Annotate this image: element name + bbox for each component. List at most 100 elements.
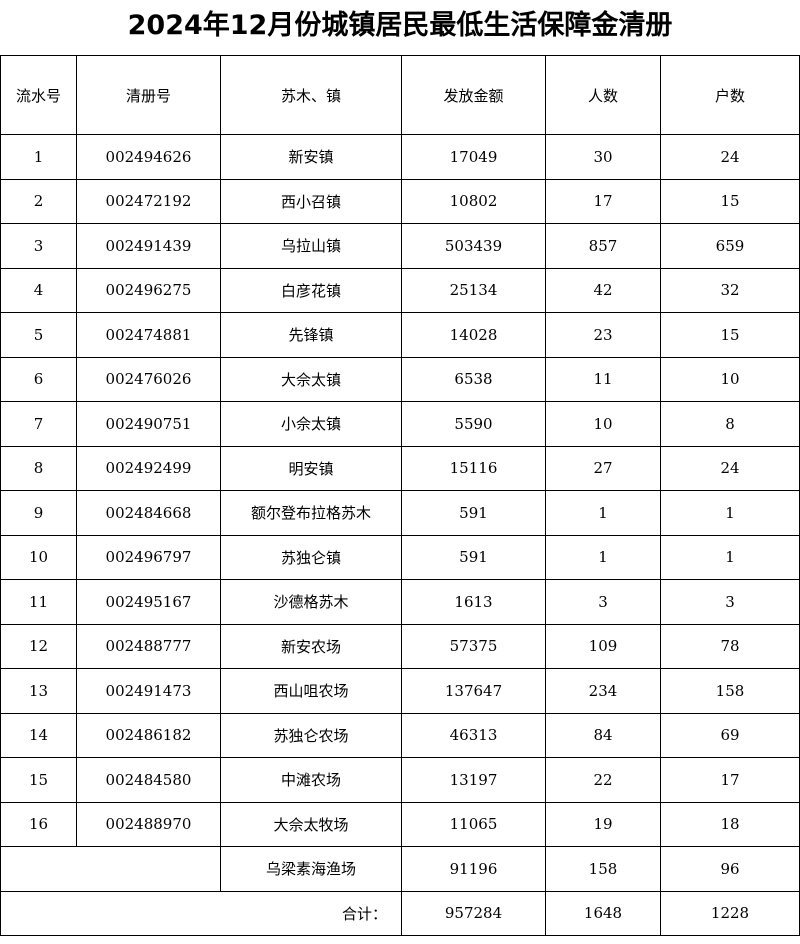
table-row: 11 002495167 沙德格苏木 1613 3 3 xyxy=(0,579,800,625)
total-households: 1228 xyxy=(660,890,800,936)
town-cell: 苏独仑镇 xyxy=(220,534,402,580)
table-row: 3 002491439 乌拉山镇 503439 857 659 xyxy=(0,223,800,269)
table-row: 5 002474881 先锋镇 14028 23 15 xyxy=(0,312,800,358)
households-cell: 10 xyxy=(660,356,800,402)
people-cell: 1 xyxy=(545,490,661,536)
households-cell: 24 xyxy=(660,445,800,491)
table-row: 12 002488777 新安农场 57375 109 78 xyxy=(0,623,800,669)
town-cell: 大佘太牧场 xyxy=(220,801,402,847)
serial-cell: 3 xyxy=(0,223,77,269)
table-row: 1 002494626 新安镇 17049 30 24 xyxy=(0,134,800,180)
people-cell: 109 xyxy=(545,623,661,669)
households-cell: 8 xyxy=(660,401,800,447)
register-no-cell: 002472192 xyxy=(76,178,221,224)
register-no-cell: 002494626 xyxy=(76,134,221,180)
amount-cell: 503439 xyxy=(401,223,546,269)
register-no-cell: 002490751 xyxy=(76,401,221,447)
total-label: 合计： xyxy=(0,890,402,936)
amount-cell: 46313 xyxy=(401,712,546,758)
table-row: 15 002484580 中滩农场 13197 22 17 xyxy=(0,757,800,803)
amount-cell: 5590 xyxy=(401,401,546,447)
amount-cell: 1613 xyxy=(401,579,546,625)
households-cell: 17 xyxy=(660,757,800,803)
serial-cell: 12 xyxy=(0,623,77,669)
town-cell: 苏独仑农场 xyxy=(220,712,402,758)
table-row: 4 002496275 白彦花镇 25134 42 32 xyxy=(0,267,800,313)
register-no-cell: 002495167 xyxy=(76,579,221,625)
serial-cell: 16 xyxy=(0,801,77,847)
amount-cell: 591 xyxy=(401,534,546,580)
header-town: 苏木、镇 xyxy=(220,55,402,135)
serial-cell: 9 xyxy=(0,490,77,536)
serial-cell: 14 xyxy=(0,712,77,758)
people-cell: 22 xyxy=(545,757,661,803)
people-cell: 1 xyxy=(545,534,661,580)
table-row: 9 002484668 额尔登布拉格苏木 591 1 1 xyxy=(0,490,800,536)
people-cell: 158 xyxy=(545,846,661,892)
households-cell: 158 xyxy=(660,668,800,714)
town-cell: 乌拉山镇 xyxy=(220,223,402,269)
people-cell: 27 xyxy=(545,445,661,491)
header-row: 流水号 清册号 苏木、镇 发放金额 人数 户数 xyxy=(0,55,800,135)
serial-cell: 11 xyxy=(0,579,77,625)
people-cell: 11 xyxy=(545,356,661,402)
table-row: 14 002486182 苏独仑农场 46313 84 69 xyxy=(0,712,800,758)
people-cell: 30 xyxy=(545,134,661,180)
register-no-cell: 002484668 xyxy=(76,490,221,536)
households-cell: 69 xyxy=(660,712,800,758)
amount-cell: 14028 xyxy=(401,312,546,358)
register-no-cell: 002492499 xyxy=(76,445,221,491)
register-no-cell: 002476026 xyxy=(76,356,221,402)
town-cell: 明安镇 xyxy=(220,445,402,491)
total-row: 合计： 957284 1648 1228 xyxy=(0,890,800,936)
amount-cell: 10802 xyxy=(401,178,546,224)
households-cell: 3 xyxy=(660,579,800,625)
register-no-cell: 002488777 xyxy=(76,623,221,669)
town-cell: 先锋镇 xyxy=(220,312,402,358)
town-cell: 乌梁素海渔场 xyxy=(220,846,402,892)
amount-cell: 15116 xyxy=(401,445,546,491)
amount-cell: 91196 xyxy=(401,846,546,892)
amount-cell: 6538 xyxy=(401,356,546,402)
amount-cell: 11065 xyxy=(401,801,546,847)
households-cell: 1 xyxy=(660,490,800,536)
households-cell: 659 xyxy=(660,223,800,269)
households-cell: 1 xyxy=(660,534,800,580)
households-cell: 15 xyxy=(660,178,800,224)
table-row: 8 002492499 明安镇 15116 27 24 xyxy=(0,445,800,491)
register-no-cell: 002486182 xyxy=(76,712,221,758)
people-cell: 10 xyxy=(545,401,661,447)
header-amount: 发放金额 xyxy=(401,55,546,135)
table-row: 10 002496797 苏独仑镇 591 1 1 xyxy=(0,534,800,580)
extra-row: 乌梁素海渔场 91196 158 96 xyxy=(0,846,800,892)
register-no-cell: 002491439 xyxy=(76,223,221,269)
people-cell: 234 xyxy=(545,668,661,714)
register-no-cell: 002488970 xyxy=(76,801,221,847)
people-cell: 3 xyxy=(545,579,661,625)
page-title: 2024年12月份城镇居民最低生活保障金清册 xyxy=(127,10,673,41)
people-cell: 42 xyxy=(545,267,661,313)
serial-cell: 4 xyxy=(0,267,77,313)
serial-cell: 8 xyxy=(0,445,77,491)
register-no-cell: 002496275 xyxy=(76,267,221,313)
total-amount: 957284 xyxy=(401,890,546,936)
town-cell: 小佘太镇 xyxy=(220,401,402,447)
town-cell: 新安镇 xyxy=(220,134,402,180)
people-cell: 84 xyxy=(545,712,661,758)
people-cell: 19 xyxy=(545,801,661,847)
register-no-cell: 002484580 xyxy=(76,757,221,803)
header-register-no: 清册号 xyxy=(76,55,221,135)
allowance-table: 流水号 清册号 苏木、镇 发放金额 人数 户数 1 002494626 新安镇 170… xyxy=(0,55,800,936)
serial-cell: 7 xyxy=(0,401,77,447)
table-row: 2 002472192 西小召镇 10802 17 15 xyxy=(0,178,800,224)
town-cell: 西山咀农场 xyxy=(220,668,402,714)
empty-cell xyxy=(0,846,221,892)
register-no-cell: 002491473 xyxy=(76,668,221,714)
amount-cell: 137647 xyxy=(401,668,546,714)
table-row: 13 002491473 西山咀农场 137647 234 158 xyxy=(0,668,800,714)
serial-cell: 6 xyxy=(0,356,77,402)
households-cell: 32 xyxy=(660,267,800,313)
register-no-cell: 002474881 xyxy=(76,312,221,358)
serial-cell: 5 xyxy=(0,312,77,358)
households-cell: 24 xyxy=(660,134,800,180)
